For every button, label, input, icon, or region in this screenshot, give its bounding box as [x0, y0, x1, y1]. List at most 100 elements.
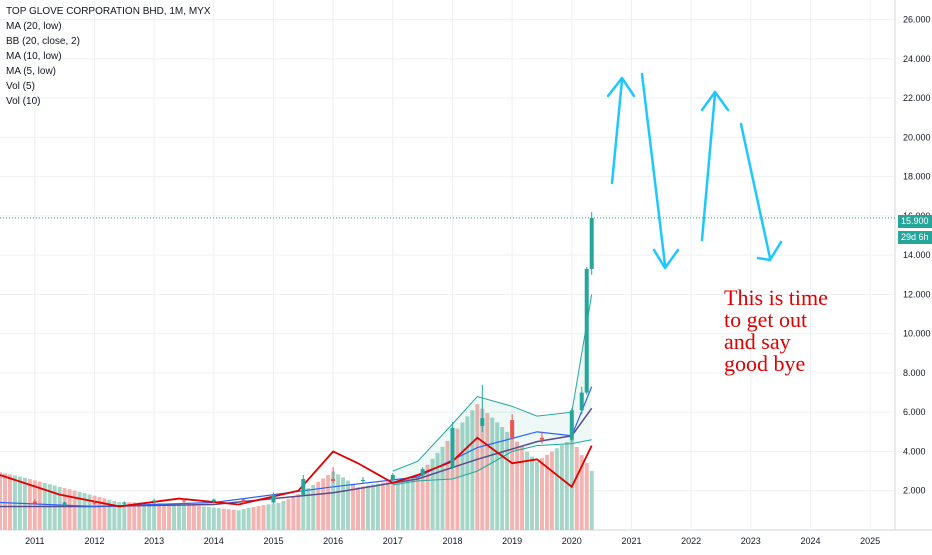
volume-bar	[505, 431, 510, 530]
volume-bar	[177, 503, 181, 530]
candle-body	[331, 478, 336, 481]
volume-bar	[306, 488, 311, 530]
volume-bar	[370, 484, 375, 530]
price-tick-label: 22.000	[903, 93, 931, 103]
price-tick-label: 26.000	[903, 15, 931, 25]
volume-bar	[351, 483, 356, 530]
volume-bar	[475, 404, 480, 530]
annotation-line: good bye	[724, 351, 806, 376]
volume-bar	[365, 485, 370, 530]
candle-body	[539, 437, 544, 440]
volume-bar	[385, 481, 390, 530]
volume-bar	[346, 480, 351, 530]
drawn-arrow-head	[756, 240, 783, 262]
time-tick-label: 2016	[323, 536, 343, 546]
time-tick-label: 2020	[562, 536, 582, 546]
volume-bar	[301, 491, 306, 530]
volume-bar	[167, 503, 172, 530]
volume-bar	[102, 498, 107, 530]
time-tick-label: 2015	[263, 536, 283, 546]
volume-bar	[326, 475, 331, 530]
candle-body	[579, 392, 584, 411]
volume-bar	[191, 505, 196, 530]
volume-bar	[311, 485, 316, 530]
volume-bar	[535, 461, 539, 530]
volume-bar	[495, 422, 500, 530]
volume-bar	[331, 471, 336, 530]
volume-bar	[415, 476, 420, 530]
chart-legend: TOP GLOVE CORPORATION BHD, 1M, MYX MA (2…	[6, 4, 210, 109]
volume-bar	[430, 458, 435, 530]
volume-bar	[251, 506, 256, 530]
candle-body	[510, 420, 515, 438]
volume-bar	[544, 454, 549, 530]
volume-bar	[584, 463, 589, 530]
volume-bar	[62, 488, 67, 530]
volume-bar	[152, 502, 157, 530]
price-axis	[895, 0, 932, 550]
volume-bar	[296, 494, 301, 530]
volume-bar	[186, 504, 191, 530]
price-tick-label: 10.000	[903, 329, 931, 339]
drawn-arrow-head	[652, 248, 680, 270]
volume-bar	[510, 436, 515, 530]
time-tick-label: 2017	[383, 536, 403, 546]
volume-bar	[470, 410, 475, 530]
time-tick-label: 2014	[204, 536, 224, 546]
volume-bar	[405, 478, 410, 530]
volume-bar	[7, 474, 12, 530]
volume-bar	[67, 489, 72, 530]
volume-bar	[410, 477, 415, 530]
volume-bar	[266, 504, 271, 530]
candle-body	[480, 418, 485, 426]
volume-bar	[559, 445, 564, 530]
legend-item: MA (10, low)	[6, 51, 62, 62]
volume-bar	[107, 499, 112, 530]
drawn-arrow-line	[700, 92, 717, 242]
volume-bar	[321, 478, 326, 530]
legend-title: TOP GLOVE CORPORATION BHD, 1M, MYX	[6, 6, 211, 17]
moving-average-line	[0, 407, 593, 508]
volume-bar	[425, 464, 430, 530]
volume-bar	[122, 502, 127, 530]
time-tick-label: 2025	[860, 536, 880, 546]
candle-body	[181, 500, 186, 502]
volume-bar	[117, 502, 122, 530]
volume-bar	[435, 452, 440, 530]
candle-body	[271, 494, 276, 503]
volume-bar	[27, 479, 32, 530]
volume-bar	[554, 448, 559, 530]
volume-bar	[564, 441, 569, 530]
legend-item: Vol (5)	[6, 81, 35, 92]
candle-body	[420, 469, 425, 476]
volume-bar	[57, 486, 62, 530]
volume-bar	[465, 416, 470, 530]
volume-bar	[520, 446, 525, 530]
annotation-line: and say	[724, 329, 791, 354]
volume-bar	[221, 508, 226, 530]
volume-bar	[360, 486, 365, 530]
volume-bar	[400, 478, 405, 530]
volume-bar	[549, 451, 554, 530]
volume-bar	[92, 495, 97, 530]
volume-bar	[316, 481, 321, 530]
price-tick-label: 4.000	[903, 446, 926, 456]
drawn-arrow-line	[610, 78, 624, 185]
volume-bar	[395, 479, 400, 530]
volume-bar	[271, 503, 276, 530]
legend-item: MA (5, low)	[6, 66, 57, 77]
volume-bar	[420, 470, 425, 530]
drawn-arrow-line	[640, 72, 667, 267]
volume-bar	[261, 505, 266, 530]
annotation-line: This is time	[724, 285, 828, 310]
drawn-arrow-head	[606, 76, 636, 98]
legend-item: Vol (10)	[6, 96, 41, 107]
volume-bar	[137, 502, 142, 530]
volume-bar	[579, 455, 584, 530]
bar-countdown-tag: 29d 6h	[898, 231, 932, 244]
candle-body	[589, 217, 594, 269]
volume-bar	[375, 483, 380, 530]
drawn-arrow-head	[700, 90, 730, 112]
